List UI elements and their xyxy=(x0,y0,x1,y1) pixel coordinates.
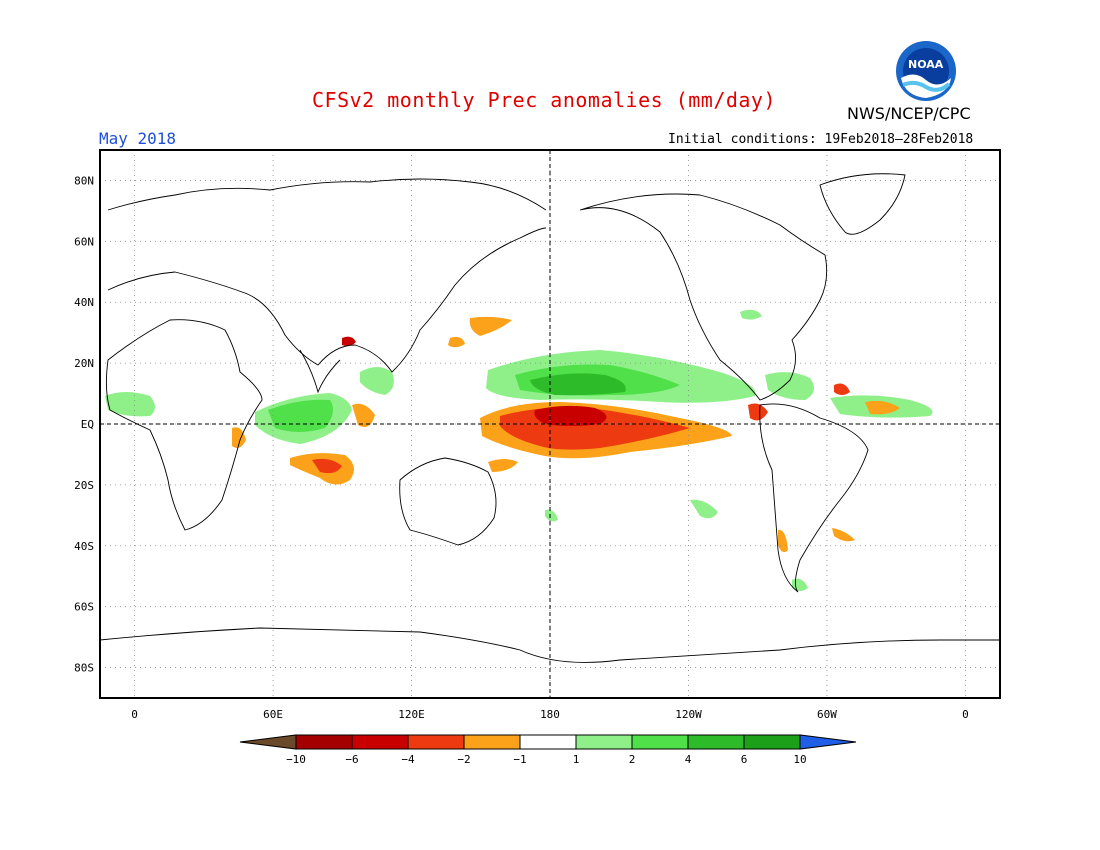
us-east-positive xyxy=(740,309,762,320)
colorbar-swatch xyxy=(631,734,689,750)
atlantic-negative xyxy=(865,400,900,415)
north-america-coast xyxy=(579,193,828,401)
colorbar-tick-label: 10 xyxy=(793,753,806,766)
anomaly-layer xyxy=(105,309,933,591)
greenland-coast xyxy=(819,173,906,235)
central-pacific-negative-max xyxy=(534,405,607,426)
colorbar-tick-label: 1 xyxy=(573,753,580,766)
panama-negative xyxy=(748,403,768,421)
coral-sea-negative xyxy=(488,459,518,472)
colorbar-min-arrow xyxy=(239,734,297,750)
positive-anomalies xyxy=(105,309,933,591)
lon-label: 120W xyxy=(675,708,702,721)
south-america-coast xyxy=(759,403,869,593)
map-frame xyxy=(99,149,1001,699)
lat-label: EQ xyxy=(81,418,94,431)
india-coast xyxy=(299,349,341,394)
colorbar-swatch xyxy=(463,734,521,750)
south-pacific-positive-2 xyxy=(545,509,558,522)
pacific-itcz-strong xyxy=(530,373,626,396)
east-africa-negative xyxy=(232,427,246,448)
colorbar-swatch xyxy=(687,734,745,750)
lat-label: 80S xyxy=(74,662,94,675)
lon-label: 180 xyxy=(540,708,560,721)
colorbar-tick-label: −10 xyxy=(286,753,306,766)
colorbar-tick-label: 2 xyxy=(629,753,636,766)
lon-label: 0 xyxy=(962,708,969,721)
west-pacific-negative xyxy=(469,316,512,336)
lat-label: 20N xyxy=(74,357,94,370)
colorbar-tick-label: 4 xyxy=(685,753,692,766)
colorbar-swatch xyxy=(407,734,465,750)
lon-label: 60E xyxy=(263,708,283,721)
africa-coast xyxy=(105,319,263,531)
antarctica-coast xyxy=(100,627,1000,663)
lat-label: 40S xyxy=(74,540,94,553)
negative-anomalies xyxy=(232,316,900,553)
colorbar-swatch xyxy=(519,734,577,750)
logo-text: NOAA xyxy=(908,58,944,71)
initial-conditions: Initial conditions: 19Feb2018–28Feb2018 xyxy=(668,132,974,147)
eurasia-coast xyxy=(107,227,547,373)
west-pacific-negative-2 xyxy=(448,336,465,348)
forecast-period: May 2018 xyxy=(99,129,177,148)
colorbar-tick-label: −2 xyxy=(457,753,470,766)
colorbar-tick-label: −6 xyxy=(345,753,358,766)
noaa-logo-icon xyxy=(896,41,956,101)
lat-label: 20S xyxy=(74,479,94,492)
coastlines xyxy=(100,173,1000,663)
lat-label: 60S xyxy=(74,601,94,614)
colorbar-max-arrow xyxy=(799,734,857,750)
lat-label: 80N xyxy=(74,174,94,187)
lon-label: 60W xyxy=(817,708,837,721)
south-atlantic-negative xyxy=(832,528,855,542)
lon-label: 0 xyxy=(131,708,138,721)
agency-label: NWS/NCEP/CPC xyxy=(847,104,971,123)
south-pacific-positive-1 xyxy=(690,499,718,519)
central-america-positive xyxy=(765,372,814,400)
atlantic-negative-2 xyxy=(834,383,850,395)
maritime-negative xyxy=(352,403,375,428)
maritime-positive xyxy=(360,367,394,395)
colorbar-tick-label: 6 xyxy=(741,753,748,766)
south-america-negative xyxy=(778,529,788,553)
colorbar-swatch xyxy=(575,734,633,750)
colorbar-swatch xyxy=(743,734,801,750)
colorbar-labels: −10 −6 −4 −2 −1 1 2 4 6 10 xyxy=(286,753,807,766)
lat-label: 40N xyxy=(74,296,94,309)
chart-title: CFSv2 monthly Prec anomalies (mm/day) xyxy=(312,88,777,112)
colorbar-swatch xyxy=(295,734,353,750)
lat-label: 60N xyxy=(74,235,94,248)
longitude-labels: 0 60E 120E 180 120W 60W 0 xyxy=(131,708,968,721)
colorbar-tick-label: −1 xyxy=(513,753,526,766)
australia-coast xyxy=(399,457,497,546)
africa-west-positive xyxy=(105,392,155,417)
colorbar-tick-label: −4 xyxy=(401,753,415,766)
lon-label: 120E xyxy=(398,708,425,721)
eurasia-north-coast xyxy=(107,178,547,211)
tibet-negative xyxy=(342,336,356,346)
latitude-labels: 80N 60N 40N 20N EQ 20S 40S 60S 80S xyxy=(74,174,94,674)
south-indian-negative-core xyxy=(312,458,342,474)
colorbar-swatch xyxy=(351,734,409,750)
colorbar xyxy=(239,734,857,750)
